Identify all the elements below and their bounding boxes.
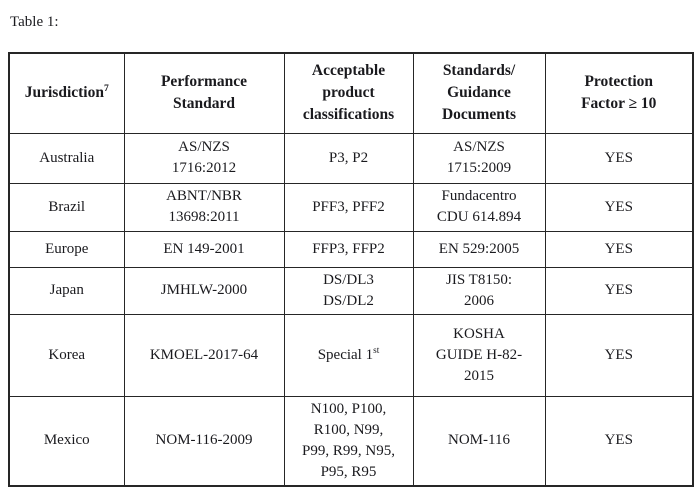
cell-brazil-protection_factor: YES — [544, 182, 694, 232]
cell-japan-performance_standard: JMHLW-2000 — [123, 266, 285, 315]
table-row-mexico: Mexico NOM-116-2009 N100, P100, R100, N99, P… — [8, 395, 694, 487]
table-row-australia: Australia AS/NZS 1716:2012 P3, P2 AS/NZS 1715… — [8, 132, 694, 184]
table-row-europe: Europe EN 149-2001 FFP3, FFP2 EN 529:2005 YE… — [8, 230, 694, 268]
cell-europe-documents: EN 529:2005 — [412, 230, 546, 268]
column-header-documents: Standards/Guidance Documents — [412, 52, 546, 134]
cell-mexico-jurisdiction: Mexico — [8, 395, 125, 487]
cell-mexico-classifications: N100, P100, R100, N99, P99, R99, N95, P95, … — [283, 395, 414, 487]
cell-europe-jurisdiction: Europe — [8, 230, 125, 268]
cell-korea-documents: KOSHA GUIDE H-82- 2015 — [412, 313, 546, 397]
standards-table: Jurisdiction7 Performance Standard Acceptab… — [8, 52, 694, 487]
table-row-japan: Japan JMHLW-2000 DS/DL3 DS/DL2 JIS T8150: 200… — [8, 266, 694, 315]
cell-mexico-protection_factor: YES — [544, 395, 694, 487]
cell-korea-jurisdiction: Korea — [8, 313, 125, 397]
cell-japan-protection_factor: YES — [544, 266, 694, 315]
cell-japan-documents: JIS T8150: 2006 — [412, 266, 546, 315]
cell-brazil-documents: Fundacentro CDU 614.894 — [412, 182, 546, 232]
column-header-jurisdiction: Jurisdiction7 — [8, 52, 125, 134]
cell-australia-classifications: P3, P2 — [283, 132, 414, 184]
column-header-classifications: Acceptable product classifications — [283, 52, 414, 134]
cell-korea-protection_factor: YES — [544, 313, 694, 397]
cell-australia-performance_standard: AS/NZS 1716:2012 — [123, 132, 285, 184]
cell-europe-classifications: FFP3, FFP2 — [283, 230, 414, 268]
cell-korea-performance_standard: KMOEL-2017-64 — [123, 313, 285, 397]
cell-europe-protection_factor: YES — [544, 230, 694, 268]
cell-mexico-documents: NOM-116 — [412, 395, 546, 487]
cell-japan-jurisdiction: Japan — [8, 266, 125, 315]
cell-australia-protection_factor: YES — [544, 132, 694, 184]
table-header-row: Jurisdiction7 Performance Standard Acceptab… — [8, 52, 694, 134]
cell-brazil-jurisdiction: Brazil — [8, 182, 125, 232]
table-header: Jurisdiction7 Performance Standard Acceptab… — [8, 52, 694, 134]
cell-australia-documents: AS/NZS 1715:2009 — [412, 132, 546, 184]
cell-korea-classifications: Special 1st — [283, 313, 414, 397]
cell-brazil-classifications: PFF3, PFF2 — [283, 182, 414, 232]
column-header-performance_standard: Performance Standard — [123, 52, 285, 134]
cell-mexico-performance_standard: NOM-116-2009 — [123, 395, 285, 487]
cell-brazil-performance_standard: ABNT/NBR 13698:2011 — [123, 182, 285, 232]
cell-japan-classifications: DS/DL3 DS/DL2 — [283, 266, 414, 315]
column-header-protection_factor: Protection Factor ≥ 10 — [544, 52, 694, 134]
table-caption: Table 1: — [10, 14, 59, 30]
table-row-korea: Korea KMOEL-2017-64 Special 1st KOSHA GUIDE … — [8, 313, 694, 397]
cell-australia-jurisdiction: Australia — [8, 132, 125, 184]
table-body: Australia AS/NZS 1716:2012 P3, P2 AS/NZS 1715… — [8, 132, 694, 487]
cell-europe-performance_standard: EN 149-2001 — [123, 230, 285, 268]
table-row-brazil: Brazil ABNT/NBR 13698:2011 PFF3, PFF2 Fundac… — [8, 182, 694, 232]
